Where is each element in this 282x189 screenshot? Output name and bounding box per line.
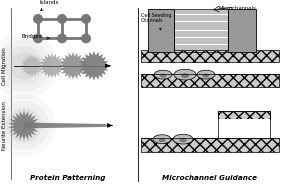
Polygon shape [39, 53, 65, 78]
Bar [228, 9, 256, 52]
Text: Cell Seeding
Channels: Cell Seeding Channels [141, 12, 171, 30]
Bar [174, 9, 228, 52]
Circle shape [0, 101, 49, 150]
Bar [218, 119, 270, 138]
Ellipse shape [173, 134, 193, 144]
Circle shape [81, 34, 91, 43]
Ellipse shape [197, 70, 215, 79]
Circle shape [11, 113, 37, 138]
Circle shape [33, 34, 43, 43]
Text: Islands: Islands [40, 0, 60, 11]
Circle shape [33, 14, 43, 24]
Bar [148, 9, 174, 52]
Text: Neurite Extension: Neurite Extension [3, 101, 8, 150]
Bar [141, 74, 279, 87]
Polygon shape [24, 122, 110, 128]
Text: Microchannel Guidance: Microchannel Guidance [162, 175, 257, 181]
Circle shape [6, 108, 42, 143]
Bar [141, 50, 279, 62]
Circle shape [0, 33, 58, 99]
Ellipse shape [160, 74, 166, 77]
Circle shape [57, 34, 67, 43]
Text: Bridges: Bridges [22, 34, 49, 39]
Bar [218, 111, 270, 119]
Circle shape [81, 14, 91, 24]
Text: Microchannels: Microchannels [218, 6, 256, 11]
Polygon shape [59, 52, 87, 80]
Ellipse shape [153, 135, 171, 143]
Circle shape [0, 94, 56, 157]
Polygon shape [20, 54, 44, 77]
Polygon shape [8, 110, 40, 141]
Ellipse shape [181, 73, 189, 78]
Ellipse shape [154, 70, 172, 79]
Ellipse shape [202, 74, 210, 77]
Ellipse shape [158, 138, 166, 142]
Ellipse shape [174, 69, 196, 80]
Circle shape [4, 46, 44, 85]
Polygon shape [79, 51, 109, 81]
Circle shape [57, 14, 67, 24]
Circle shape [0, 40, 51, 92]
Ellipse shape [179, 138, 187, 142]
Circle shape [10, 52, 38, 80]
Text: Protein Patterning: Protein Patterning [30, 175, 106, 181]
Text: Cell Migration: Cell Migration [3, 47, 8, 85]
Bar [141, 138, 279, 152]
